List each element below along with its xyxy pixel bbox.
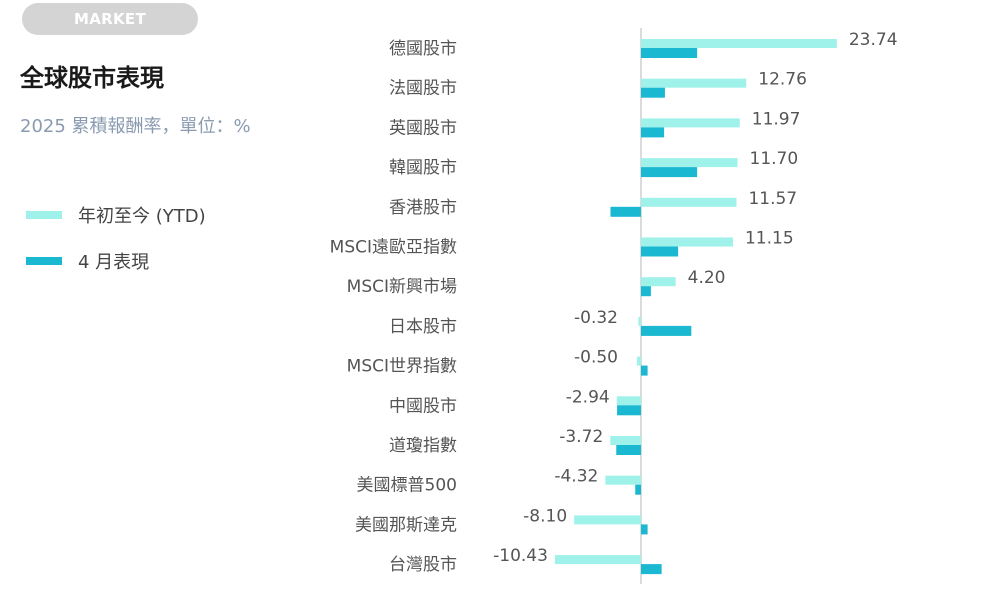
category-label: 英國股市 [389, 118, 457, 138]
bar-april [610, 206, 641, 217]
legend-item-ytd: 年初至今 (YTD) [26, 200, 206, 230]
bar-ytd [641, 118, 740, 128]
category-label: MSCI遠歐亞指數 [330, 238, 457, 258]
category-label: 台灣股市 [389, 555, 457, 575]
data-label-ytd: 11.70 [750, 149, 799, 169]
bar-april [641, 87, 665, 98]
bar-april [641, 167, 698, 178]
chart-legend: 年初至今 (YTD) 4 月表現 [26, 200, 206, 292]
bar-ytd [638, 316, 641, 326]
data-label-ytd: -2.94 [566, 387, 610, 407]
chart-title: 全球股市表現 [20, 64, 164, 92]
category-label: 韓國股市 [389, 158, 457, 178]
bar-april [641, 246, 679, 257]
legend-item-april: 4 月表現 [26, 246, 206, 276]
chart-subtitle: 2025 累積報酬率，單位：% [20, 116, 251, 137]
category-label: MSCI世界指數 [347, 357, 457, 377]
data-label-ytd: -3.72 [559, 427, 603, 447]
data-label-ytd: 23.74 [849, 30, 898, 50]
bar-ytd [641, 39, 837, 48]
market-viewpoint-badge: MARKET VIEWPOINT [22, 3, 198, 60]
legend-swatch-april [26, 257, 62, 265]
data-label-ytd: -0.50 [574, 348, 618, 368]
data-label-ytd: 11.97 [752, 109, 801, 129]
bar-ytd [641, 237, 733, 247]
category-label: 日本股市 [389, 317, 457, 337]
bar-april [616, 445, 641, 455]
legend-swatch-ytd [26, 211, 62, 219]
bar-april [617, 405, 641, 416]
bar-ytd [610, 436, 641, 445]
bar-ytd [616, 396, 641, 406]
bar-ytd [641, 78, 747, 88]
bar-april [641, 127, 665, 138]
legend-label-ytd: 年初至今 (YTD) [78, 206, 206, 227]
bar-april [641, 325, 692, 336]
bar-april [635, 484, 641, 495]
data-label-ytd: -8.10 [523, 506, 567, 526]
data-label-ytd: -10.43 [493, 546, 548, 566]
bar-april [641, 365, 648, 376]
bar-ytd [636, 356, 641, 366]
data-label-ytd: 11.15 [745, 229, 794, 249]
category-label: 法國股市 [389, 79, 457, 99]
category-label: MSCI新興市場 [347, 277, 457, 297]
bar-april [641, 286, 651, 297]
bar-ytd [554, 555, 641, 565]
data-label-ytd: 12.76 [758, 70, 807, 90]
category-label: 道瓊指數 [389, 436, 457, 456]
category-label: 美國標普500 [357, 476, 457, 496]
bar-ytd [574, 515, 641, 525]
bar-april [641, 48, 698, 58]
category-label: 美國那斯達克 [355, 515, 457, 535]
bar-april [641, 524, 648, 535]
data-label-ytd: -4.32 [554, 467, 598, 487]
bar-ytd [641, 277, 676, 287]
data-label-ytd: 11.57 [748, 189, 797, 209]
bar-ytd [605, 475, 641, 485]
data-label-ytd: -0.32 [574, 308, 618, 328]
bar-ytd [641, 197, 737, 207]
bar-ytd [641, 158, 738, 168]
data-label-ytd: 4.20 [688, 268, 726, 288]
category-label: 中國股市 [389, 396, 457, 416]
category-label: 香港股市 [389, 198, 457, 218]
legend-label-april: 4 月表現 [78, 252, 150, 273]
bar-april [641, 564, 662, 575]
category-label: 德國股市 [389, 39, 457, 59]
